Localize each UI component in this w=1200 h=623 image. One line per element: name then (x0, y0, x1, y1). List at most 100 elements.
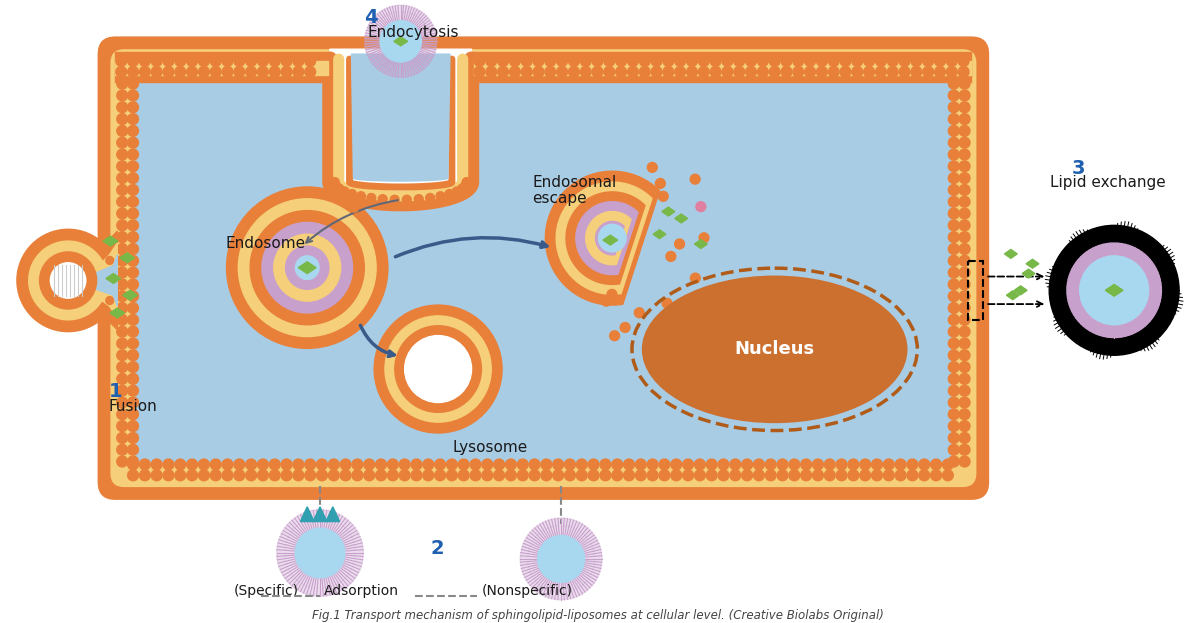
Circle shape (434, 67, 445, 77)
Circle shape (340, 67, 352, 77)
Circle shape (734, 55, 745, 67)
Circle shape (23, 297, 30, 305)
Circle shape (269, 55, 280, 67)
Circle shape (923, 55, 934, 67)
Circle shape (600, 67, 611, 77)
Circle shape (769, 55, 780, 67)
Circle shape (305, 67, 316, 77)
Circle shape (864, 55, 875, 67)
Circle shape (234, 55, 245, 67)
Circle shape (445, 189, 454, 198)
Circle shape (434, 459, 445, 470)
Circle shape (458, 459, 469, 470)
Circle shape (616, 67, 626, 77)
Circle shape (366, 221, 373, 229)
Circle shape (652, 67, 662, 77)
Circle shape (840, 67, 851, 77)
Circle shape (793, 55, 804, 67)
Circle shape (848, 55, 859, 67)
Circle shape (730, 67, 740, 77)
Text: Adsorption: Adsorption (324, 584, 398, 599)
Circle shape (935, 67, 946, 77)
Circle shape (400, 55, 410, 67)
Circle shape (836, 55, 847, 67)
Circle shape (959, 67, 970, 77)
Polygon shape (88, 243, 118, 318)
Circle shape (588, 67, 599, 77)
Circle shape (695, 55, 706, 67)
Circle shape (959, 291, 970, 302)
Circle shape (647, 55, 658, 67)
Circle shape (377, 355, 384, 363)
Circle shape (742, 55, 752, 67)
Circle shape (414, 421, 421, 428)
Circle shape (329, 470, 340, 481)
Circle shape (54, 321, 61, 330)
Circle shape (265, 330, 274, 337)
Circle shape (871, 55, 882, 67)
Circle shape (116, 373, 127, 384)
Circle shape (662, 67, 673, 77)
Circle shape (529, 67, 540, 77)
Circle shape (948, 161, 959, 172)
Circle shape (959, 315, 970, 325)
Polygon shape (1014, 286, 1027, 295)
Circle shape (44, 318, 52, 326)
Circle shape (600, 55, 611, 67)
Circle shape (492, 376, 500, 383)
Circle shape (498, 67, 509, 77)
Circle shape (695, 67, 706, 77)
Circle shape (592, 67, 602, 77)
Circle shape (907, 470, 918, 481)
Circle shape (473, 320, 480, 328)
Circle shape (364, 67, 374, 77)
Circle shape (127, 338, 138, 349)
Circle shape (241, 307, 248, 314)
Circle shape (287, 338, 294, 345)
Circle shape (919, 459, 930, 470)
Circle shape (710, 67, 721, 77)
Circle shape (959, 137, 970, 148)
Circle shape (624, 470, 635, 481)
Circle shape (372, 231, 379, 239)
Circle shape (175, 67, 186, 77)
Circle shape (947, 67, 958, 77)
Circle shape (778, 470, 788, 481)
Circle shape (887, 55, 898, 67)
Circle shape (647, 67, 658, 77)
Circle shape (474, 55, 485, 67)
Circle shape (517, 470, 528, 481)
Circle shape (29, 241, 108, 320)
Circle shape (482, 470, 493, 481)
Circle shape (718, 459, 728, 470)
Circle shape (106, 257, 114, 264)
Circle shape (599, 224, 626, 252)
FancyBboxPatch shape (110, 49, 977, 487)
Circle shape (248, 315, 256, 323)
Circle shape (139, 55, 150, 67)
Circle shape (734, 67, 745, 77)
Polygon shape (326, 506, 340, 521)
Circle shape (812, 459, 823, 470)
Text: Lysosome: Lysosome (452, 440, 528, 455)
Circle shape (127, 385, 138, 396)
Circle shape (948, 255, 959, 266)
Circle shape (64, 231, 72, 238)
Circle shape (948, 409, 959, 420)
Polygon shape (1007, 291, 1019, 300)
Circle shape (198, 459, 209, 470)
Circle shape (959, 232, 970, 242)
Circle shape (298, 340, 305, 347)
Circle shape (836, 470, 847, 481)
Circle shape (959, 208, 970, 219)
Circle shape (911, 67, 922, 77)
Circle shape (824, 55, 835, 67)
Circle shape (824, 67, 835, 77)
Circle shape (581, 55, 592, 67)
Circle shape (788, 459, 799, 470)
Circle shape (187, 67, 198, 77)
Circle shape (329, 67, 340, 77)
Circle shape (1049, 226, 1180, 355)
Circle shape (116, 232, 127, 242)
Polygon shape (1026, 259, 1039, 268)
